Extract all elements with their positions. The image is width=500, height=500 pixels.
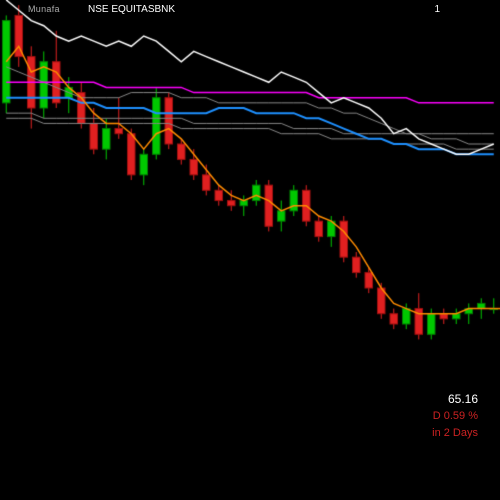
timeframe-label: 1 (434, 4, 440, 15)
last-price: 65.16 (432, 390, 478, 408)
ticker-title: NSE EQUITASBNK (88, 4, 175, 15)
days-info: in 2 Days (432, 425, 478, 442)
price-chart (0, 0, 500, 500)
price-change: D 0.59 % (432, 408, 478, 425)
price-info-block: 65.16 D 0.59 % in 2 Days (432, 390, 478, 441)
watermark-text: Munafa (28, 4, 60, 14)
